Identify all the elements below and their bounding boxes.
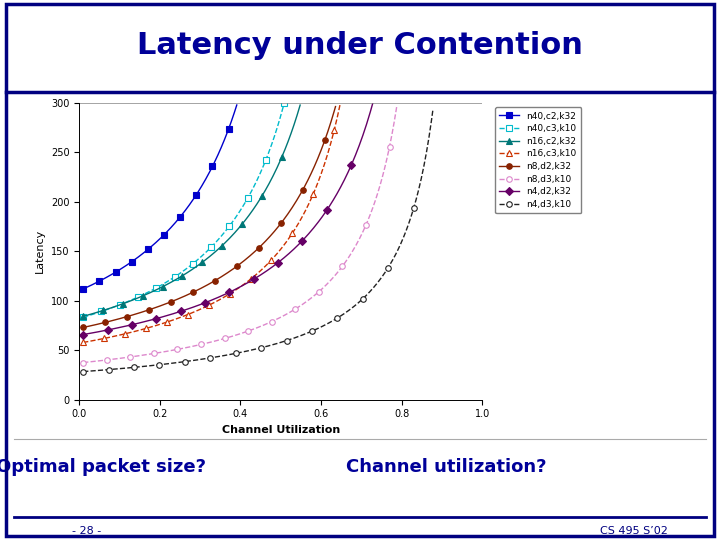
Text: Latency under Contention: Latency under Contention (137, 31, 583, 60)
Text: - 28 -: - 28 - (72, 526, 101, 536)
Text: Optimal packet size?: Optimal packet size? (0, 458, 206, 476)
Y-axis label: Latency: Latency (35, 229, 45, 273)
Legend: n40,c2,k32, n40,c3,k10, n16,c2,k32, n16,c3,k10, n8,d2,k32, n8,d3,k10, n4,d2,k32,: n40,c2,k32, n40,c3,k10, n16,c2,k32, n16,… (495, 107, 581, 213)
X-axis label: Channel Utilization: Channel Utilization (222, 425, 340, 435)
Text: Channel utilization?: Channel utilization? (346, 458, 546, 476)
Text: CS 495 S’02: CS 495 S’02 (600, 526, 667, 536)
